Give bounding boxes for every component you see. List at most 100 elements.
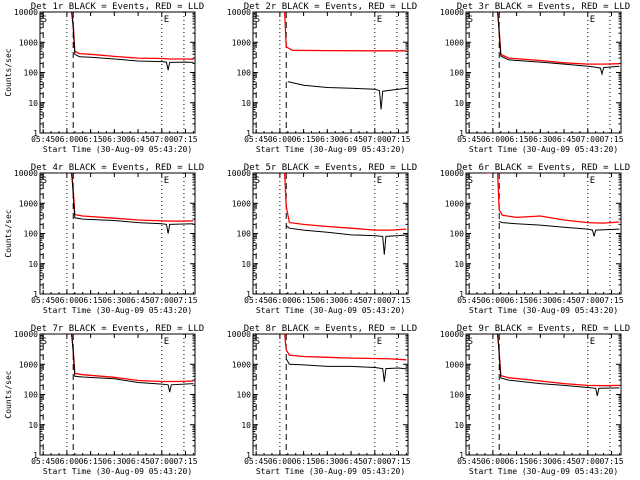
x-tick-label: 07:00 [363,135,387,144]
plot-frame [39,333,196,456]
lld-series-line [47,334,194,383]
plot-frame [252,11,409,134]
x-tick-label: 05:45 [244,457,268,466]
y-tick-label: 10000 [14,8,38,17]
y-tick-label: 10000 [440,8,464,17]
x-tick-label: 07:15 [599,457,623,466]
events-series-line [58,173,194,234]
x-tick-label: 05:45 [457,457,481,466]
y-axis-label: Counts/sec [4,209,13,257]
x-axis-label: Start Time (30-Aug-09 05:43:20) [256,145,405,154]
chart-title: Det 7r BLACK = Events, RED = LLD [31,324,204,334]
marker-s-label: S [468,337,473,347]
y-tick-label: 10 [241,99,251,108]
x-tick-label: 05:45 [31,457,55,466]
marker-s-label: S [42,337,47,347]
x-tick-label: 06:15 [79,135,103,144]
y-tick-label: 1 [246,129,251,138]
y-tick-label: 1000 [19,199,38,208]
x-axis-label: Start Time (30-Aug-09 05:43:20) [469,145,618,154]
chart-title: Det 6r BLACK = Events, RED = LLD [457,163,630,173]
x-tick-label: 07:15 [173,296,197,305]
marker-e-label: E [590,176,595,186]
y-tick-label: 1000 [232,38,251,47]
x-tick-label: 06:30 [102,457,126,466]
x-tick-label: 06:45 [552,296,576,305]
x-tick-label: 06:15 [505,135,529,144]
events-series-line [287,81,407,110]
chart-title: Det 8r BLACK = Events, RED = LLD [244,324,417,334]
marker-e-label: E [377,176,382,186]
marker-s-label: S [255,15,260,25]
y-tick-label: 10 [241,421,251,430]
lld-series-line [473,334,620,387]
y-tick-label: 10 [28,421,38,430]
x-tick-label: 06:30 [528,296,552,305]
y-axis-label: Counts/sec [4,370,13,418]
x-tick-label: 06:15 [292,296,316,305]
y-tick-label: 1000 [232,199,251,208]
y-tick-label: 10 [241,260,251,269]
x-tick-label: 06:30 [315,135,339,144]
y-tick-label: 1 [459,451,464,460]
x-tick-label: 06:45 [126,135,150,144]
x-axis-label: Start Time (30-Aug-09 05:43:20) [469,467,618,476]
y-tick-label: 1000 [19,38,38,47]
chart-title: Det 4r BLACK = Events, RED = LLD [31,163,204,173]
chart-title: Det 5r BLACK = Events, RED = LLD [244,163,417,173]
y-tick-label: 1000 [19,360,38,369]
marker-e-label: E [164,337,169,347]
y-tick-label: 100 [24,230,39,239]
x-tick-label: 06:45 [126,457,150,466]
y-tick-label: 10000 [14,169,38,178]
x-axis-label: Start Time (30-Aug-09 05:43:20) [43,145,192,154]
x-tick-label: 06:45 [552,135,576,144]
x-tick-label: 06:30 [102,296,126,305]
events-series-line [285,225,407,255]
x-axis-label: Start Time (30-Aug-09 05:43:20) [43,306,192,315]
y-tick-label: 10000 [440,330,464,339]
x-tick-label: 07:00 [150,457,174,466]
x-tick-label: 06:15 [505,296,529,305]
chart-panel-8: Det 8r BLACK = Events, RED = LLD 05:45 06:… [227,324,417,476]
x-tick-label: 07:15 [173,457,197,466]
marker-e-label: E [377,337,382,347]
x-tick-label: 06:00 [268,457,292,466]
x-tick-label: 05:45 [31,296,55,305]
x-tick-label: 07:00 [150,296,174,305]
lld-series-line [473,173,620,224]
x-tick-label: 06:15 [79,457,103,466]
y-tick-label: 10000 [227,330,251,339]
y-tick-label: 100 [24,391,39,400]
marker-e-label: E [164,15,169,25]
lld-series-line [47,173,194,222]
chart-title: Det 3r BLACK = Events, RED = LLD [457,2,630,12]
x-tick-label: 05:45 [244,296,268,305]
x-tick-label: 06:15 [79,296,103,305]
y-tick-label: 100 [450,391,465,400]
events-series-line [285,358,407,382]
y-tick-label: 1 [33,129,38,138]
x-tick-label: 07:15 [386,457,410,466]
plot-frame [39,11,196,134]
x-tick-label: 05:45 [457,135,481,144]
x-tick-label: 07:15 [173,135,197,144]
x-tick-label: 07:00 [363,296,387,305]
y-tick-label: 100 [450,69,465,78]
y-tick-label: 1000 [445,360,464,369]
x-tick-label: 07:00 [576,457,600,466]
x-tick-label: 07:15 [599,135,623,144]
x-tick-label: 06:00 [55,135,79,144]
x-tick-label: 06:00 [481,135,505,144]
x-tick-label: 06:30 [528,457,552,466]
plot-frame [252,333,409,456]
x-tick-label: 06:15 [505,457,529,466]
y-tick-label: 10000 [440,169,464,178]
y-tick-label: 100 [237,391,252,400]
y-tick-label: 1 [246,290,251,299]
y-tick-label: 100 [237,69,252,78]
